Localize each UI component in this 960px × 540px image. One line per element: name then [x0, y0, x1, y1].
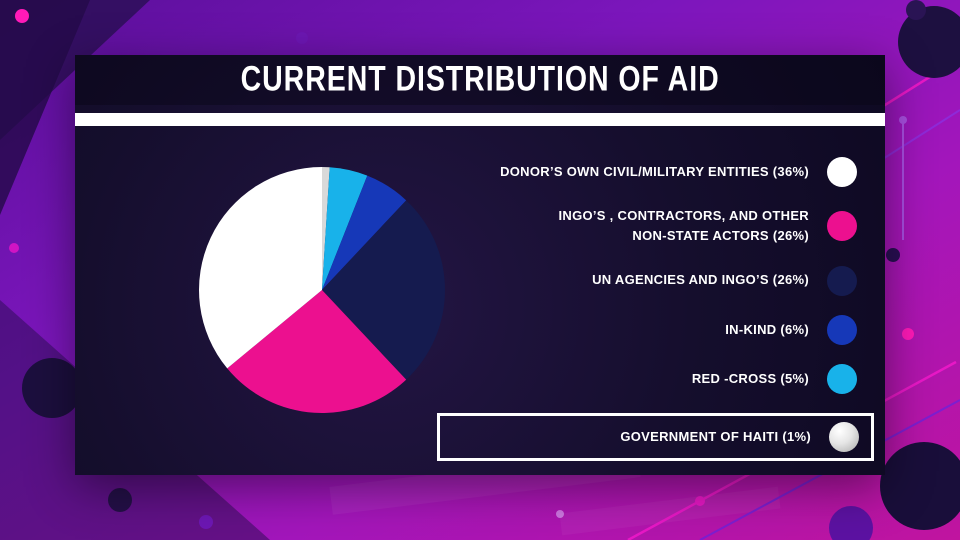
legend-item: DONOR’S OWN CIVIL/MILITARY ENTITIES (36%… [437, 157, 857, 187]
pie-slice [227, 290, 407, 413]
legend-swatch [827, 314, 857, 345]
pie-slice [322, 200, 445, 380]
legend-label: RED -CROSS (5%) [691, 370, 809, 386]
pie-chart-container [197, 165, 447, 415]
legend-swatch [827, 265, 857, 296]
legend-item: UN AGENCIES AND INGO’S (26%) [437, 265, 857, 296]
pie-slice [322, 175, 407, 290]
legend: DONOR’S OWN CIVIL/MILITARY ENTITIES (36%… [437, 157, 874, 461]
legend-item: INGO’S , CONTRACTORS, AND OTHER NON-STATE… [437, 206, 857, 246]
slide-title: CURRENT DISTRIBUTION OF AID [240, 59, 720, 99]
legend-swatch [827, 363, 857, 394]
pie-slice [199, 167, 322, 369]
legend-item: IN-KIND (6%) [437, 314, 857, 345]
content-panel: CURRENT DISTRIBUTION OF AID DONOR’S OWN … [75, 55, 885, 475]
legend-swatch [827, 211, 857, 242]
pie-slice [322, 167, 330, 290]
legend-label: GOVERNMENT OF HAITI (1%) [620, 428, 811, 444]
legend-swatch [827, 157, 857, 187]
legend-label: IN-KIND (6%) [725, 321, 809, 337]
legend-item: RED -CROSS (5%) [437, 363, 857, 394]
divider-stripe [75, 113, 885, 126]
legend-label: INGO’S , CONTRACTORS, AND OTHER NON-STATE… [558, 208, 809, 244]
legend-swatch [829, 421, 859, 452]
decorative-dots [9, 0, 960, 540]
legend-label: DONOR’S OWN CIVIL/MILITARY ENTITIES (36%… [500, 163, 809, 179]
legend-item-highlighted: GOVERNMENT OF HAITI (1%) [437, 412, 874, 461]
pie-slice [322, 167, 368, 290]
pie-chart [199, 167, 445, 413]
legend-label: UN AGENCIES AND INGO’S (26%) [592, 272, 809, 288]
title-bar: CURRENT DISTRIBUTION OF AID [75, 55, 885, 105]
